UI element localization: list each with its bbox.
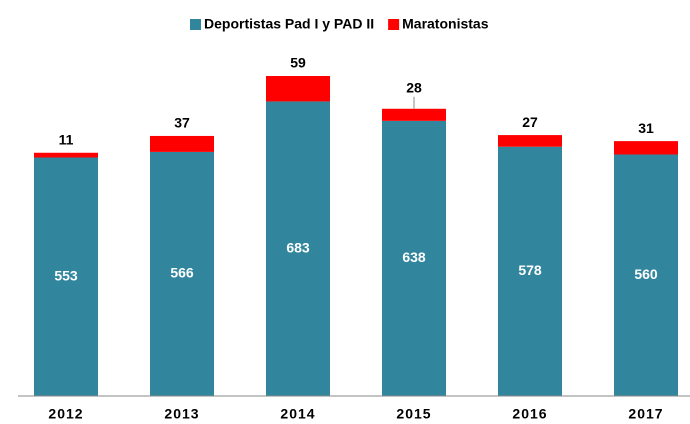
x-tick-label: 2012: [48, 406, 83, 422]
value-label: 560: [634, 266, 658, 282]
value-label: 578: [518, 262, 542, 278]
legend-label: Deportistas Pad I y PAD II: [204, 16, 374, 32]
legend-swatch: [388, 19, 400, 30]
value-label: 683: [286, 239, 310, 255]
bar-segment: [498, 135, 562, 147]
bar-segment: [614, 141, 678, 155]
bar-segment: [614, 154, 678, 396]
x-tick-label: 2013: [164, 406, 199, 422]
x-tick-label: 2014: [280, 406, 315, 422]
bar-segment: [150, 151, 214, 396]
value-label: 37: [174, 115, 190, 131]
bar-segment: [382, 120, 446, 397]
legend-label: Maratonistas: [402, 16, 489, 32]
value-label: 59: [290, 55, 306, 71]
value-label: 28: [406, 79, 422, 95]
value-label: 638: [402, 249, 426, 265]
value-label: 11: [59, 131, 74, 147]
x-tick-label: 2016: [512, 406, 547, 422]
bar-segment: [266, 76, 330, 102]
value-label: 553: [54, 267, 78, 283]
value-label: 27: [522, 114, 538, 130]
x-tick-label: 2017: [628, 406, 663, 422]
bar-segment: [150, 135, 214, 152]
x-tick-label: 2015: [396, 406, 431, 422]
bar-segment: [266, 101, 330, 397]
value-label: 566: [170, 265, 194, 281]
bar-segment: [382, 108, 446, 121]
legend-swatch: [190, 19, 201, 30]
value-label: 31: [638, 120, 654, 136]
bar-segment: [34, 152, 98, 158]
bar-segment: [34, 157, 98, 396]
bar-segment: [498, 146, 562, 396]
